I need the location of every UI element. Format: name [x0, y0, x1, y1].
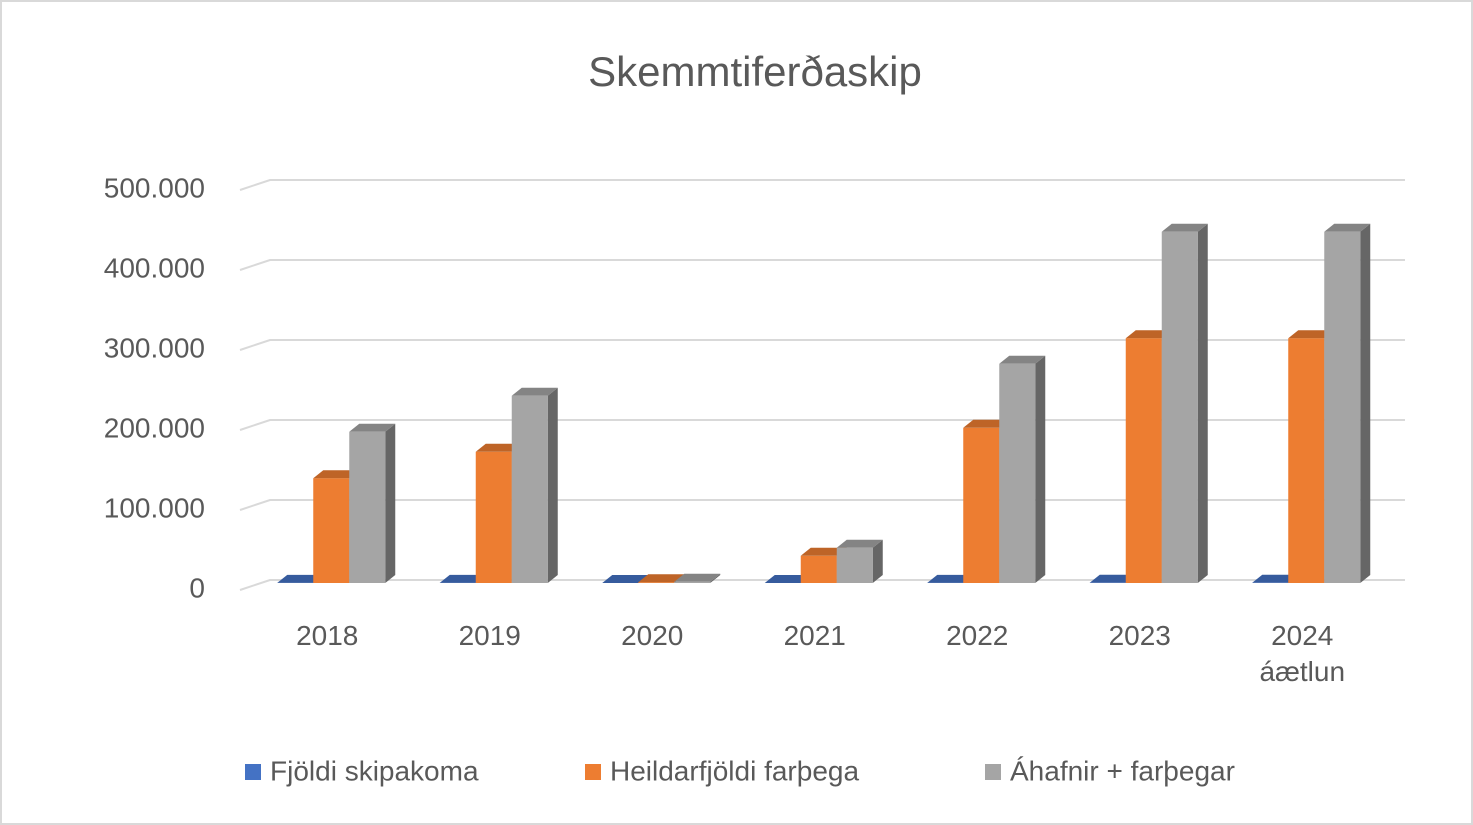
legend-swatch [585, 764, 601, 780]
bar-top [836, 539, 883, 548]
bar-side [385, 423, 396, 583]
x-tick-label: 2024 áætlun [1259, 620, 1346, 687]
legend-label: Fjöldi skipakoma [270, 755, 479, 786]
bar-top [674, 573, 721, 582]
bar-top [349, 423, 396, 432]
bar [1288, 338, 1325, 583]
bar-side [1197, 223, 1208, 584]
bar-top [1288, 330, 1335, 339]
bar [836, 547, 873, 583]
bar-top [963, 419, 1010, 428]
y-tick-label: 100.000 [104, 492, 205, 523]
y-tick-label: 400.000 [104, 252, 205, 283]
bar [349, 431, 386, 583]
x-tick-label: 2023 [1108, 620, 1171, 651]
legend-label: Heildarfjöldi farþega [610, 755, 859, 786]
y-tick-label: 500.000 [104, 172, 205, 203]
bar-top [1252, 574, 1299, 583]
y-tick-label: 200.000 [104, 412, 205, 443]
bar [999, 363, 1036, 583]
bar [1324, 231, 1361, 584]
bar-top [602, 574, 649, 583]
bar-side [547, 387, 558, 583]
grid-line [239, 259, 1405, 271]
bar-top [1161, 223, 1208, 232]
bar [1161, 231, 1198, 584]
x-tick-label: 2021 [783, 620, 846, 651]
bar [475, 451, 512, 583]
bar-top [800, 547, 847, 556]
bar-top [927, 574, 974, 583]
bar [313, 478, 350, 583]
bar-top [313, 470, 360, 479]
bar-top [999, 355, 1046, 364]
bar-side [1035, 355, 1046, 583]
legend-swatch [985, 764, 1001, 780]
bar [963, 427, 1000, 583]
bar-top [277, 574, 324, 583]
bar-side [872, 539, 883, 583]
bar [800, 555, 837, 583]
x-tick-label: 2019 [458, 620, 521, 651]
bar-top [439, 574, 486, 583]
legend-label: Áhafnir + farþegar [1010, 755, 1235, 786]
bar [511, 395, 548, 583]
bar-side [710, 573, 721, 583]
bar-top [511, 387, 558, 396]
bar-top [475, 443, 522, 452]
y-tick-label: 300.000 [104, 332, 205, 363]
chart-title: Skemmtiferðaskip [588, 48, 922, 95]
bar-top [1125, 330, 1172, 339]
legend-swatch [245, 764, 261, 780]
bar-top [638, 574, 685, 583]
x-tick-label: 2018 [296, 620, 359, 651]
bar-top [1324, 223, 1371, 232]
x-tick-label: 2022 [946, 620, 1009, 651]
bar [674, 581, 711, 583]
bar-top [764, 574, 811, 583]
grid-line [239, 179, 1405, 191]
y-tick-label: 0 [189, 572, 205, 603]
bar [638, 582, 675, 583]
x-tick-label: 2020 [621, 620, 684, 651]
bar-top [1089, 574, 1136, 583]
bar-side [1360, 223, 1371, 584]
bar [1125, 338, 1162, 583]
grid-line [239, 339, 1405, 351]
